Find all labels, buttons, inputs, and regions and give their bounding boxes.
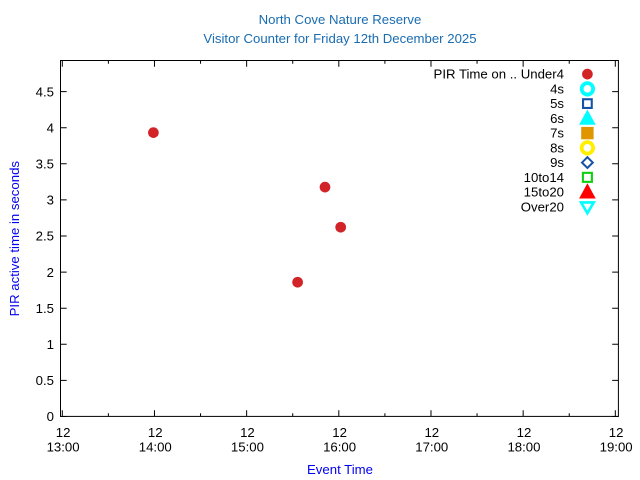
- svg-text:7s: 7s: [550, 126, 564, 141]
- svg-text:3.5: 3.5: [36, 157, 54, 172]
- svg-text:2.5: 2.5: [36, 229, 54, 244]
- svg-text:14:00: 14:00: [139, 440, 172, 455]
- svg-text:12: 12: [240, 425, 255, 440]
- svg-text:15:00: 15:00: [231, 440, 264, 455]
- svg-text:16:00: 16:00: [323, 440, 356, 455]
- svg-text:Visitor Counter for Friday 12t: Visitor Counter for Friday 12th December…: [203, 31, 476, 46]
- svg-text:4s: 4s: [550, 81, 564, 96]
- svg-text:Event Time: Event Time: [307, 462, 373, 477]
- svg-text:9s: 9s: [550, 155, 564, 170]
- svg-text:18:00: 18:00: [507, 440, 540, 455]
- svg-text:Over20: Over20: [521, 199, 564, 214]
- svg-text:6s: 6s: [550, 111, 564, 126]
- svg-text:13:00: 13:00: [47, 440, 80, 455]
- svg-text:17:00: 17:00: [415, 440, 448, 455]
- svg-text:4: 4: [47, 120, 54, 135]
- svg-text:12: 12: [332, 425, 347, 440]
- svg-text:12: 12: [424, 425, 439, 440]
- svg-text:19:00: 19:00: [600, 440, 633, 455]
- svg-text:5s: 5s: [550, 96, 564, 111]
- svg-text:4.5: 4.5: [36, 84, 54, 99]
- svg-text:12: 12: [56, 425, 71, 440]
- svg-text:0: 0: [47, 409, 54, 424]
- svg-text:15to20: 15to20: [524, 185, 564, 200]
- svg-text:12: 12: [609, 425, 624, 440]
- svg-text:1.5: 1.5: [36, 301, 54, 316]
- svg-text:1: 1: [47, 337, 54, 352]
- svg-text:3: 3: [47, 193, 54, 208]
- svg-text:10to14: 10to14: [524, 170, 564, 185]
- svg-text:12: 12: [517, 425, 532, 440]
- svg-text:PIR Time on .. Under4: PIR Time on .. Under4: [434, 67, 564, 82]
- svg-text:0.5: 0.5: [36, 373, 54, 388]
- svg-text:2: 2: [47, 265, 54, 280]
- svg-text:PIR active time in seconds: PIR active time in seconds: [7, 161, 22, 317]
- svg-text:North Cove Nature Reserve: North Cove Nature Reserve: [259, 12, 422, 27]
- svg-text:8s: 8s: [550, 140, 564, 155]
- svg-text:12: 12: [148, 425, 163, 440]
